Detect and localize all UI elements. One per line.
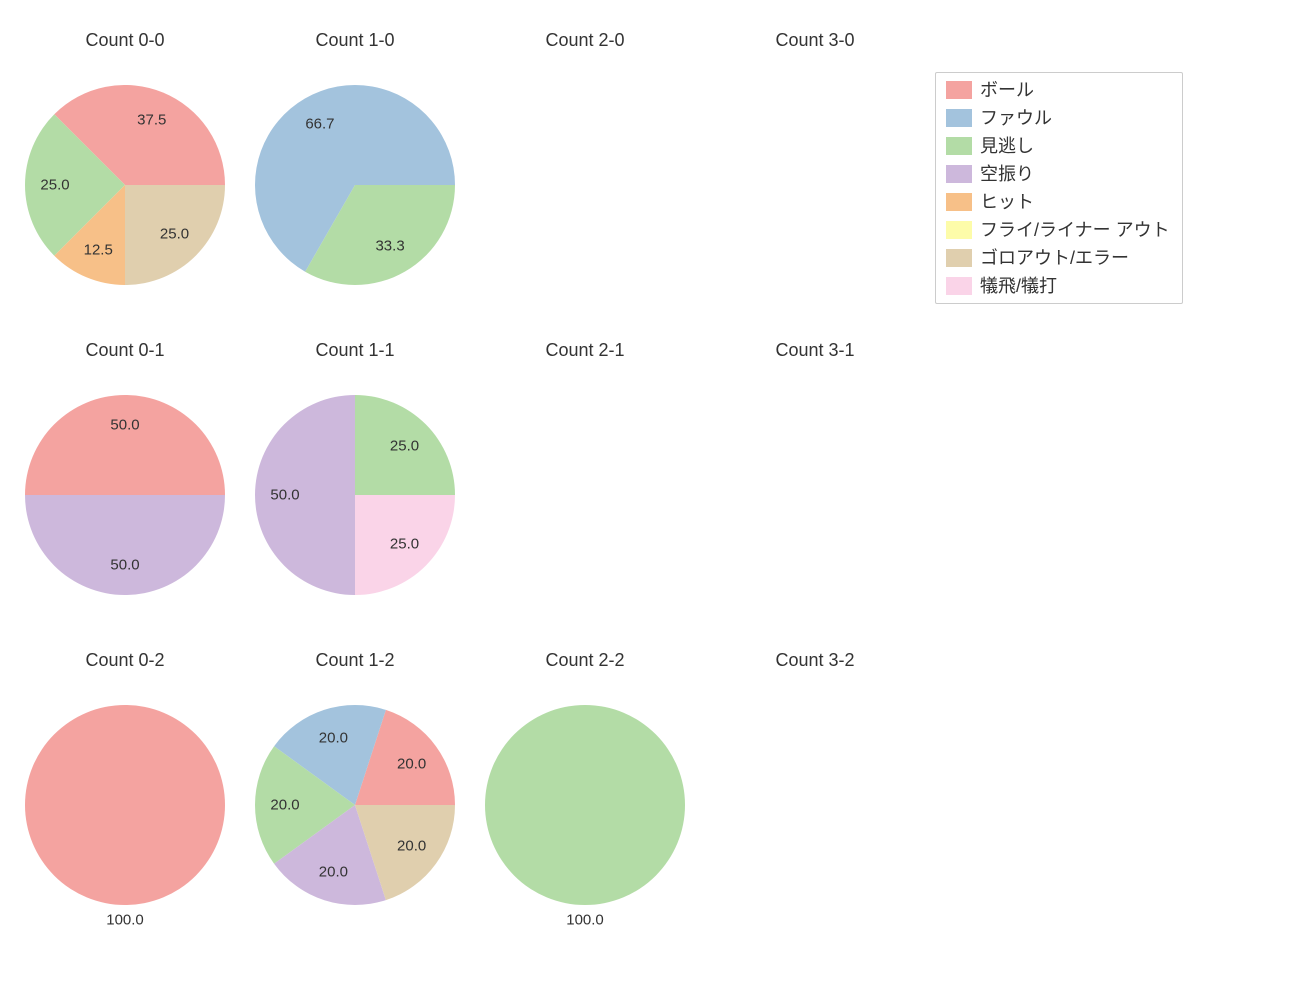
- legend-swatch: [946, 137, 972, 155]
- panel-1-3: Count 3-1: [700, 320, 930, 630]
- pie-chart: 100.0: [25, 705, 225, 905]
- panel-title: Count 1-0: [240, 30, 470, 51]
- legend-item: ファウル: [946, 109, 1170, 127]
- panel-2-1: Count 1-2 20.0 20.0 20.0 20.0 20.0: [240, 630, 470, 940]
- pie-slice-label: 20.0: [319, 730, 348, 747]
- pie-slice-ball: [25, 395, 225, 495]
- pie-slice-label: 25.0: [390, 536, 419, 553]
- panel-1-2: Count 2-1: [470, 320, 700, 630]
- pie-chart: 50.0 50.0: [25, 395, 225, 595]
- panel-title: Count 2-1: [470, 340, 700, 361]
- pie-chart: 25.0 50.0 25.0: [255, 395, 455, 595]
- pie-slice-label: 66.7: [305, 116, 334, 133]
- legend-label: 見逃し: [980, 137, 1034, 155]
- legend-item: ゴロアウト/エラー: [946, 249, 1170, 267]
- pie-slice-label: 20.0: [397, 838, 426, 855]
- legend: ボールファウル見逃し空振りヒットフライ/ライナー アウトゴロアウト/エラー犠飛/…: [935, 72, 1183, 304]
- panel-2-0: Count 0-2 100.0: [10, 630, 240, 940]
- pie-slice-label: 50.0: [270, 487, 299, 504]
- legend-label: 空振り: [980, 165, 1034, 183]
- legend-item: ヒット: [946, 193, 1170, 211]
- pie-chart: 66.7 33.3: [255, 85, 455, 285]
- legend-item: 見逃し: [946, 137, 1170, 155]
- pie-slice-swinging: [25, 495, 225, 595]
- panel-0-0: Count 0-0 37.5 25.0 12.5 25.0: [10, 10, 240, 320]
- legend-label: ボール: [980, 81, 1034, 99]
- legend-label: ゴロアウト/エラー: [980, 249, 1129, 267]
- pie-slice-label: 100.0: [106, 912, 144, 929]
- panel-0-2: Count 2-0: [470, 10, 700, 320]
- pie-slice-label: 25.0: [390, 437, 419, 454]
- pie-slice-label: 33.3: [375, 237, 404, 254]
- pie-slice-label: 25.0: [40, 177, 69, 194]
- legend-label: ファウル: [980, 109, 1052, 127]
- pie-slice-label: 37.5: [137, 112, 166, 129]
- pie-slice-label: 50.0: [110, 417, 139, 434]
- legend-swatch: [946, 193, 972, 211]
- pie-slice-looking: [485, 705, 685, 905]
- pie-chart: 37.5 25.0 12.5 25.0: [25, 85, 225, 285]
- panel-title: Count 0-2: [10, 650, 240, 671]
- pie-slice-label: 50.0: [110, 557, 139, 574]
- legend-label: 犠飛/犠打: [980, 277, 1057, 295]
- legend-swatch: [946, 165, 972, 183]
- panel-title: Count 0-0: [10, 30, 240, 51]
- pie-slice-label: 100.0: [566, 912, 604, 929]
- panel-title: Count 1-2: [240, 650, 470, 671]
- panel-title: Count 1-1: [240, 340, 470, 361]
- pie-slice-label: 12.5: [84, 241, 113, 258]
- panel-2-3: Count 3-2: [700, 630, 930, 940]
- pie-chart: 20.0 20.0 20.0 20.0 20.0: [255, 705, 455, 905]
- legend-swatch: [946, 81, 972, 99]
- panel-title: Count 3-1: [700, 340, 930, 361]
- panel-title: Count 3-0: [700, 30, 930, 51]
- panel-2-2: Count 2-2 100.0: [470, 630, 700, 940]
- panel-title: Count 0-1: [10, 340, 240, 361]
- legend-swatch: [946, 109, 972, 127]
- pie-chart: 100.0: [485, 705, 685, 905]
- panel-1-1: Count 1-1 25.0 50.0 25.0: [240, 320, 470, 630]
- legend-item: 犠飛/犠打: [946, 277, 1170, 295]
- legend-label: フライ/ライナー アウト: [980, 221, 1170, 239]
- legend-swatch: [946, 221, 972, 239]
- legend-label: ヒット: [980, 193, 1034, 211]
- panel-title: Count 2-2: [470, 650, 700, 671]
- legend-item: 空振り: [946, 165, 1170, 183]
- legend-swatch: [946, 249, 972, 267]
- legend-item: ボール: [946, 81, 1170, 99]
- panel-1-0: Count 0-1 50.0 50.0: [10, 320, 240, 630]
- panel-title: Count 2-0: [470, 30, 700, 51]
- chart-viewport: Count 0-0 37.5 25.0 12.5 25.0 Count 1-0 66.7 33…: [0, 0, 1300, 1000]
- pie-slice-label: 20.0: [319, 863, 348, 880]
- panel-0-1: Count 1-0 66.7 33.3: [240, 10, 470, 320]
- pie-slice-label: 25.0: [160, 226, 189, 243]
- legend-item: フライ/ライナー アウト: [946, 221, 1170, 239]
- panel-0-3: Count 3-0: [700, 10, 930, 320]
- panel-title: Count 3-2: [700, 650, 930, 671]
- pie-slice-ball: [25, 705, 225, 905]
- legend-swatch: [946, 277, 972, 295]
- pie-slice-label: 20.0: [270, 797, 299, 814]
- pie-slice-label: 20.0: [397, 755, 426, 772]
